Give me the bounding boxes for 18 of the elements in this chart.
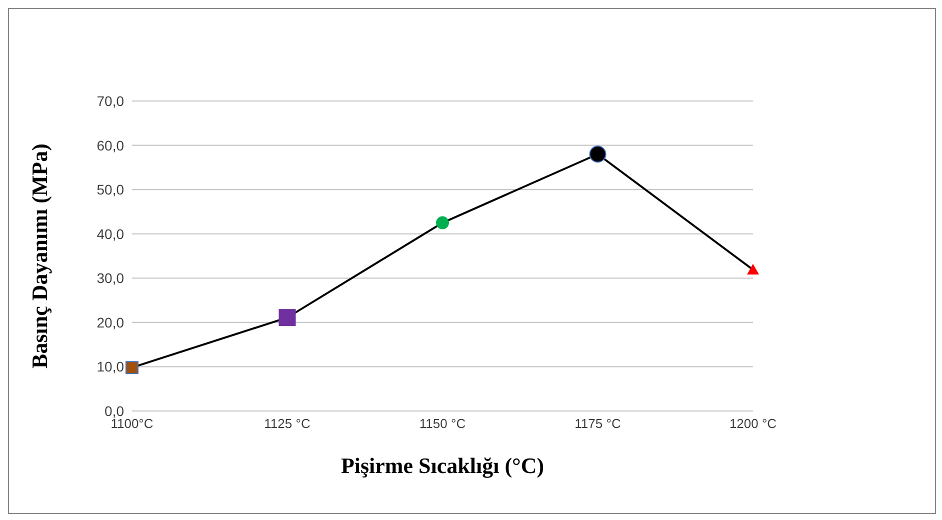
x-axis-title: Pişirme Sıcaklığı (°C) (340, 453, 544, 478)
y-tick-label: 60,0 (96, 137, 124, 154)
y-axis-title: Basınç Dayanımı (MPa) (26, 144, 52, 368)
y-tick-label: 20,0 (96, 314, 124, 330)
x-tick-label: 1175 °C (574, 416, 621, 432)
y-tick-label: 30,0 (96, 270, 124, 286)
y-tick-label: 50,0 (96, 182, 124, 198)
y-tick-label: 40,0 (96, 226, 124, 242)
x-tick-label: 1150 °C (419, 416, 466, 432)
y-tick-label: 70,0 (96, 92, 124, 109)
point (126, 361, 138, 374)
x-tick-label: 1100°C (110, 416, 154, 432)
point (747, 264, 759, 275)
y-tick-label: 0,0 (104, 402, 124, 419)
y-tick-label: 10,0 (96, 358, 124, 375)
x-tick-label: 1125 °C (264, 416, 310, 432)
x-tick-label: 1200 °C (729, 416, 777, 432)
point (436, 216, 449, 230)
